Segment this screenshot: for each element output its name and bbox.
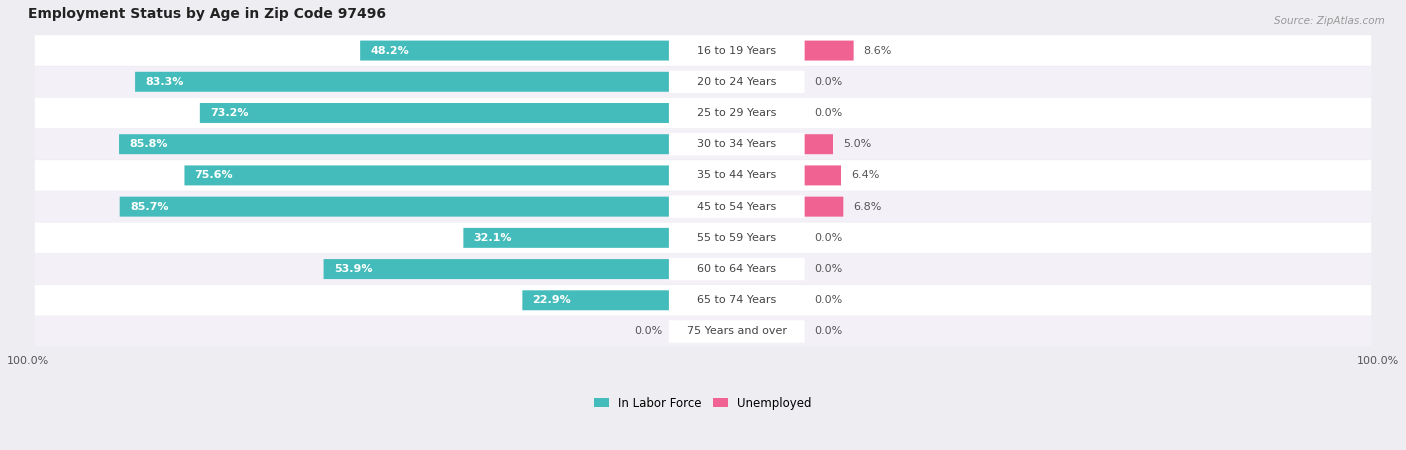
FancyBboxPatch shape: [135, 72, 669, 92]
Text: Source: ZipAtlas.com: Source: ZipAtlas.com: [1274, 16, 1385, 26]
FancyBboxPatch shape: [35, 285, 1371, 315]
Text: 55 to 59 Years: 55 to 59 Years: [697, 233, 776, 243]
FancyBboxPatch shape: [35, 67, 1371, 97]
FancyBboxPatch shape: [120, 197, 669, 216]
Legend: In Labor Force, Unemployed: In Labor Force, Unemployed: [589, 392, 817, 414]
Text: 16 to 19 Years: 16 to 19 Years: [697, 45, 776, 55]
Text: 85.7%: 85.7%: [129, 202, 169, 211]
FancyBboxPatch shape: [120, 134, 669, 154]
Text: 45 to 54 Years: 45 to 54 Years: [697, 202, 776, 211]
Text: 75.6%: 75.6%: [194, 171, 233, 180]
FancyBboxPatch shape: [669, 227, 804, 249]
FancyBboxPatch shape: [184, 166, 669, 185]
Text: 0.0%: 0.0%: [634, 327, 662, 337]
Text: 53.9%: 53.9%: [333, 264, 373, 274]
Text: 35 to 44 Years: 35 to 44 Years: [697, 171, 776, 180]
FancyBboxPatch shape: [669, 102, 804, 124]
FancyBboxPatch shape: [35, 254, 1371, 284]
Text: 0.0%: 0.0%: [814, 77, 842, 87]
FancyBboxPatch shape: [464, 228, 669, 248]
FancyBboxPatch shape: [669, 71, 804, 93]
Text: 0.0%: 0.0%: [814, 295, 842, 305]
FancyBboxPatch shape: [669, 164, 804, 187]
Text: 6.4%: 6.4%: [851, 171, 880, 180]
Text: 60 to 64 Years: 60 to 64 Years: [697, 264, 776, 274]
FancyBboxPatch shape: [804, 134, 832, 154]
FancyBboxPatch shape: [669, 39, 804, 62]
Text: 8.6%: 8.6%: [863, 45, 891, 55]
Text: 48.2%: 48.2%: [370, 45, 409, 55]
FancyBboxPatch shape: [35, 129, 1371, 159]
FancyBboxPatch shape: [804, 166, 841, 185]
FancyBboxPatch shape: [360, 40, 669, 61]
FancyBboxPatch shape: [200, 103, 669, 123]
FancyBboxPatch shape: [669, 258, 804, 280]
FancyBboxPatch shape: [804, 197, 844, 216]
Text: 0.0%: 0.0%: [814, 233, 842, 243]
FancyBboxPatch shape: [323, 259, 669, 279]
Text: 5.0%: 5.0%: [844, 139, 872, 149]
FancyBboxPatch shape: [669, 320, 804, 343]
FancyBboxPatch shape: [35, 191, 1371, 222]
FancyBboxPatch shape: [669, 195, 804, 218]
FancyBboxPatch shape: [35, 160, 1371, 191]
Text: 0.0%: 0.0%: [814, 108, 842, 118]
Text: 0.0%: 0.0%: [814, 264, 842, 274]
Text: 32.1%: 32.1%: [474, 233, 512, 243]
FancyBboxPatch shape: [669, 133, 804, 155]
Text: 65 to 74 Years: 65 to 74 Years: [697, 295, 776, 305]
FancyBboxPatch shape: [35, 316, 1371, 347]
Text: Employment Status by Age in Zip Code 97496: Employment Status by Age in Zip Code 974…: [28, 7, 387, 21]
Text: 83.3%: 83.3%: [145, 77, 184, 87]
FancyBboxPatch shape: [35, 35, 1371, 66]
FancyBboxPatch shape: [523, 290, 669, 310]
FancyBboxPatch shape: [35, 98, 1371, 128]
Text: 85.8%: 85.8%: [129, 139, 167, 149]
Text: 75 Years and over: 75 Years and over: [686, 327, 787, 337]
FancyBboxPatch shape: [804, 40, 853, 61]
FancyBboxPatch shape: [35, 223, 1371, 253]
FancyBboxPatch shape: [669, 289, 804, 311]
Text: 30 to 34 Years: 30 to 34 Years: [697, 139, 776, 149]
Text: 20 to 24 Years: 20 to 24 Years: [697, 77, 776, 87]
Text: 6.8%: 6.8%: [853, 202, 882, 211]
Text: 22.9%: 22.9%: [533, 295, 571, 305]
Text: 73.2%: 73.2%: [209, 108, 249, 118]
Text: 0.0%: 0.0%: [814, 327, 842, 337]
Text: 25 to 29 Years: 25 to 29 Years: [697, 108, 776, 118]
